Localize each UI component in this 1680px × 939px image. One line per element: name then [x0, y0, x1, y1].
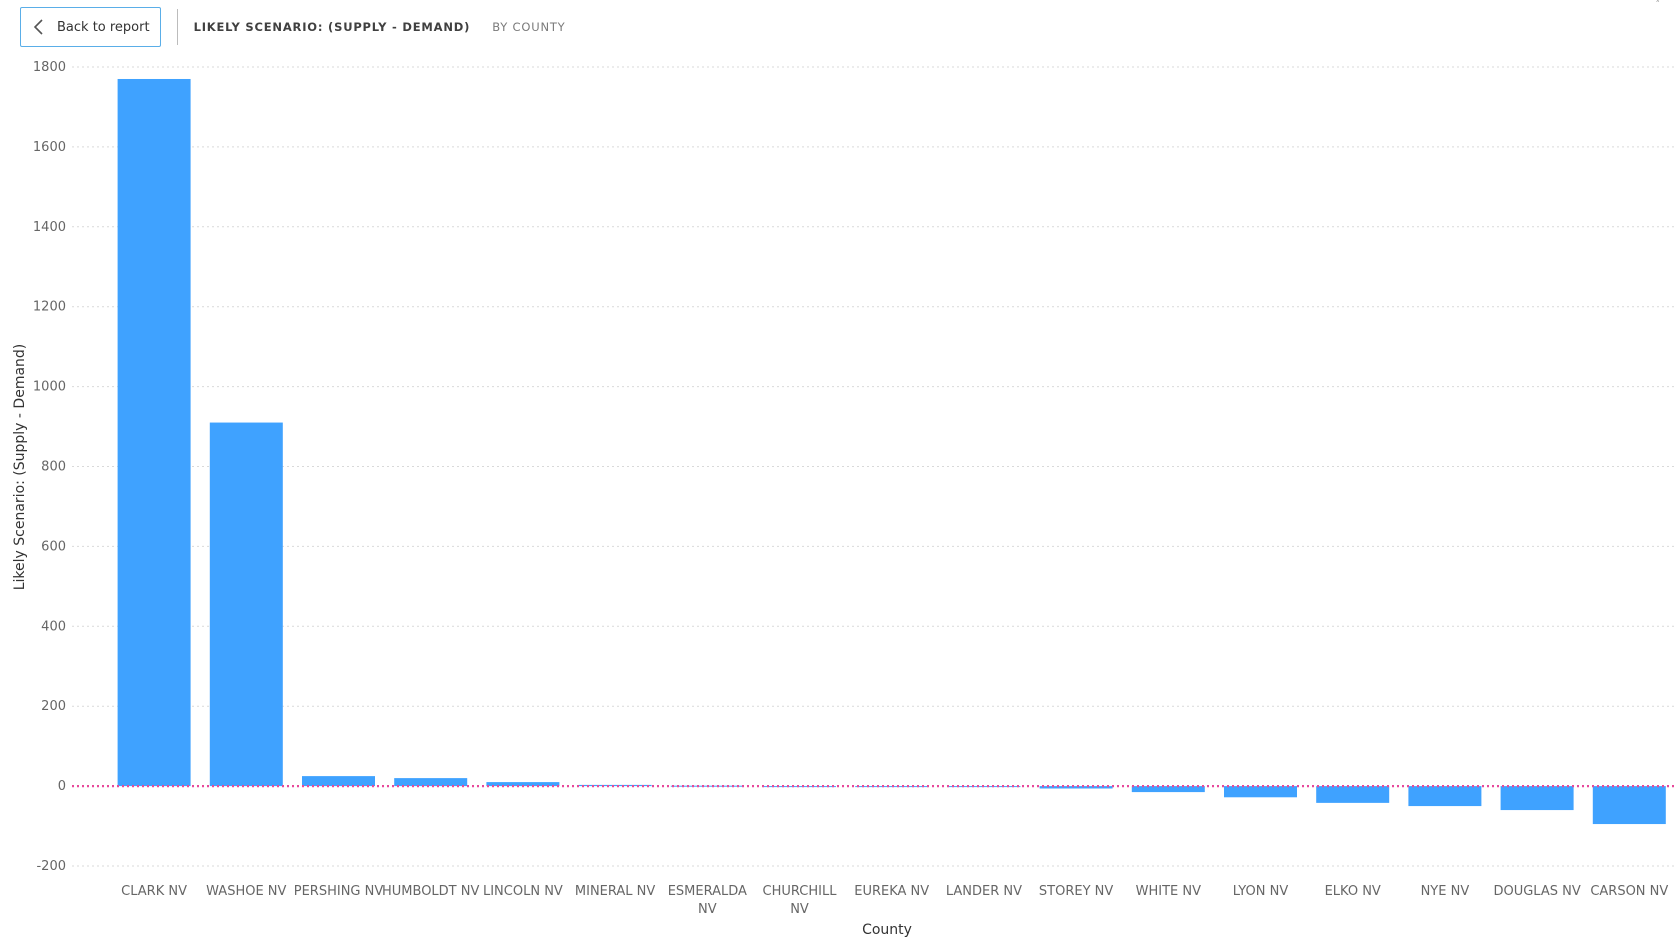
x-tick-label: EUREKA NV	[854, 884, 929, 899]
x-tick-label: LANDER NV	[946, 884, 1022, 899]
bar	[1039, 786, 1113, 789]
y-tick-label: -200	[36, 859, 66, 874]
y-tick-label: 1000	[33, 380, 66, 395]
bar	[763, 786, 836, 788]
y-tick-label: 1600	[33, 140, 66, 155]
y-tick-label: 0	[58, 779, 66, 794]
x-tick-label: LINCOLN NV	[483, 884, 563, 899]
bar	[486, 782, 560, 787]
x-tick-label: DOUGLAS NV	[1493, 884, 1580, 899]
x-tick-label: ELKO NV	[1325, 884, 1381, 899]
bar	[1408, 786, 1482, 807]
y-tick-label: 400	[41, 619, 66, 634]
chevron-left-icon	[33, 19, 43, 35]
chart-title: LIKELY SCENARIO: (SUPPLY - DEMAND)	[193, 20, 471, 34]
x-tick-label: LYON NV	[1233, 884, 1289, 899]
header: Back to report LIKELY SCENARIO: (SUPPLY …	[20, 6, 566, 48]
y-tick-label: 800	[41, 460, 66, 475]
bar	[1316, 786, 1390, 803]
bar	[578, 784, 652, 787]
y-tick-label: 1800	[33, 60, 66, 75]
bar	[1592, 786, 1666, 825]
x-tick-label: HUMBOLDT NV	[382, 884, 479, 899]
bar	[1224, 786, 1297, 798]
x-tick-label: PERSHING NV	[294, 884, 384, 899]
x-tick-label: NYE NV	[1421, 884, 1470, 899]
bar	[117, 78, 191, 787]
x-tick-label: CHURCHILL NV	[763, 884, 838, 917]
y-tick-label: 1200	[33, 300, 66, 315]
header-divider	[176, 9, 178, 45]
more-options-icon[interactable]: ˄	[1655, 0, 1661, 10]
back-to-report-button[interactable]: Back to report	[20, 7, 161, 47]
y-axis-title: Likely Scenario: (Supply - Demand)	[12, 344, 28, 591]
bar	[209, 422, 283, 787]
x-tick-label: STOREY NV	[1039, 884, 1113, 899]
y-tick-label: 200	[41, 699, 66, 714]
x-axis-title: County	[862, 922, 912, 938]
back-to-report-label: Back to report	[57, 19, 150, 35]
x-tick-label: CARSON NV	[1590, 884, 1668, 899]
chart-subtitle: BY COUNTY	[492, 20, 566, 34]
y-tick-label: 1400	[33, 220, 66, 235]
x-tick-label: ESMERALDA NV	[668, 884, 747, 917]
bar	[302, 776, 375, 787]
x-tick-label: WHITE NV	[1136, 884, 1201, 899]
bar	[1131, 786, 1205, 793]
bar	[394, 778, 468, 787]
x-tick-label: WASHOE NV	[206, 884, 286, 899]
bar	[1500, 786, 1574, 811]
x-tick-label: MINERAL NV	[575, 884, 655, 899]
bar	[855, 786, 929, 788]
y-tick-label: 600	[41, 539, 66, 554]
x-tick-label: CLARK NV	[121, 884, 187, 899]
